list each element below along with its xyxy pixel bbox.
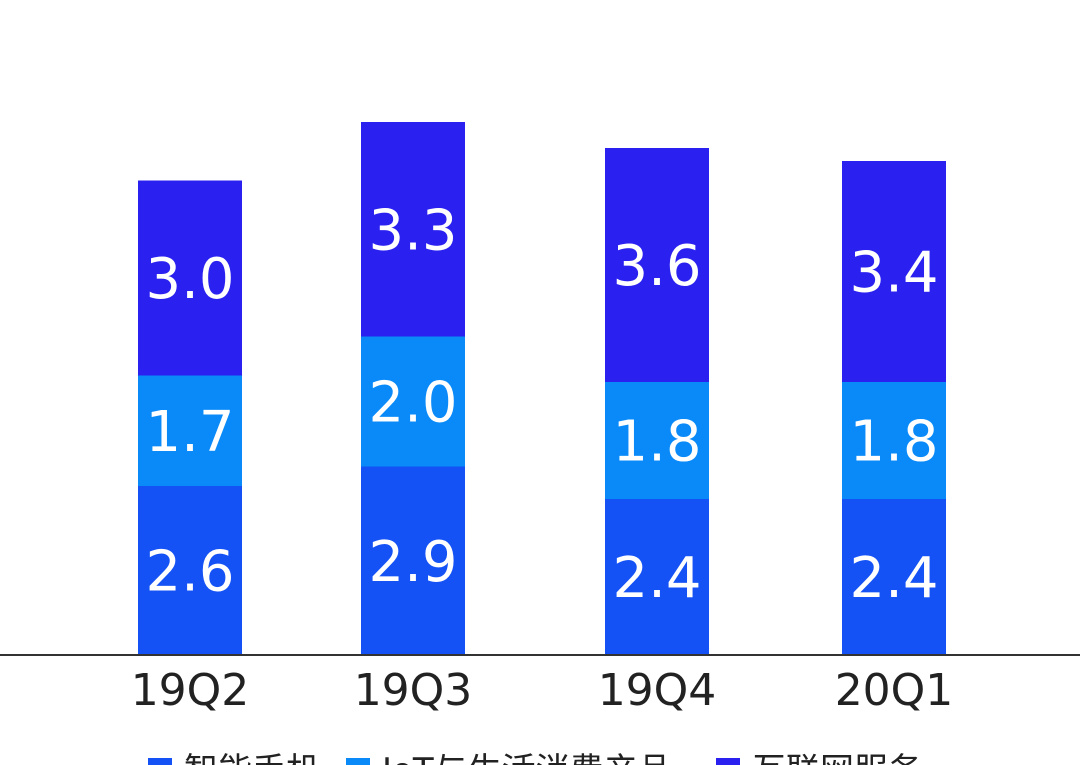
bar-iot-19q3 — [361, 336, 465, 467]
data-label-iot-20q1: 1.8 — [849, 410, 938, 475]
x-tick-label-19q4: 19Q4 — [598, 665, 717, 716]
bar-iot-20q1 — [842, 382, 946, 499]
legend-swatch-iot — [346, 758, 370, 765]
x-tick-label-19q2: 19Q2 — [131, 665, 250, 716]
bars-layer — [138, 122, 946, 655]
legend-label-iot: IoT与生活消费产品 — [382, 751, 672, 765]
bar-internet-20q1 — [842, 161, 946, 382]
data-label-iot-19q2: 1.7 — [145, 400, 234, 465]
bar-smartphone-19q3 — [361, 466, 465, 655]
legend-swatch-smartphone — [148, 758, 172, 765]
bar-internet-19q3 — [361, 122, 465, 337]
legend: 智能手机 IoT与生活消费产品 互联网服务 — [148, 751, 922, 765]
legend-label-smartphone: 智能手机 — [184, 751, 320, 765]
bar-internet-19q4 — [605, 148, 709, 382]
data-label-internet-19q4: 3.6 — [612, 234, 701, 299]
data-label-smartphone-19q4: 2.4 — [612, 546, 701, 611]
data-label-smartphone-20q1: 2.4 — [849, 546, 938, 611]
x-tick-label-20q1: 20Q1 — [835, 665, 954, 716]
x-tick-labels: 19Q2 19Q3 19Q4 20Q1 — [131, 665, 954, 716]
data-label-iot-19q4: 1.8 — [612, 410, 701, 475]
data-label-iot-19q3: 2.0 — [368, 371, 457, 436]
bar-internet-19q2 — [138, 180, 242, 376]
x-tick-label-19q3: 19Q3 — [354, 665, 473, 716]
data-label-internet-19q3: 3.3 — [368, 198, 457, 263]
bar-iot-19q4 — [605, 382, 709, 499]
data-label-internet-20q1: 3.4 — [849, 241, 938, 306]
legend-label-internet: 互联网服务 — [752, 751, 922, 765]
legend-swatch-internet — [716, 758, 740, 765]
data-label-smartphone-19q3: 2.9 — [368, 530, 457, 595]
bar-iot-19q2 — [138, 375, 242, 486]
bar-smartphone-19q2 — [138, 486, 242, 655]
bar-smartphone-19q4 — [605, 499, 709, 655]
data-label-smartphone-19q2: 2.6 — [145, 540, 234, 605]
bar-smartphone-20q1 — [842, 499, 946, 655]
data-labels-layer: 2.6 1.7 3.0 2.9 2.0 3.3 2.4 1.8 3.6 2.4 1.8 3.4 — [145, 198, 938, 611]
data-label-internet-19q2: 3.0 — [145, 247, 234, 312]
